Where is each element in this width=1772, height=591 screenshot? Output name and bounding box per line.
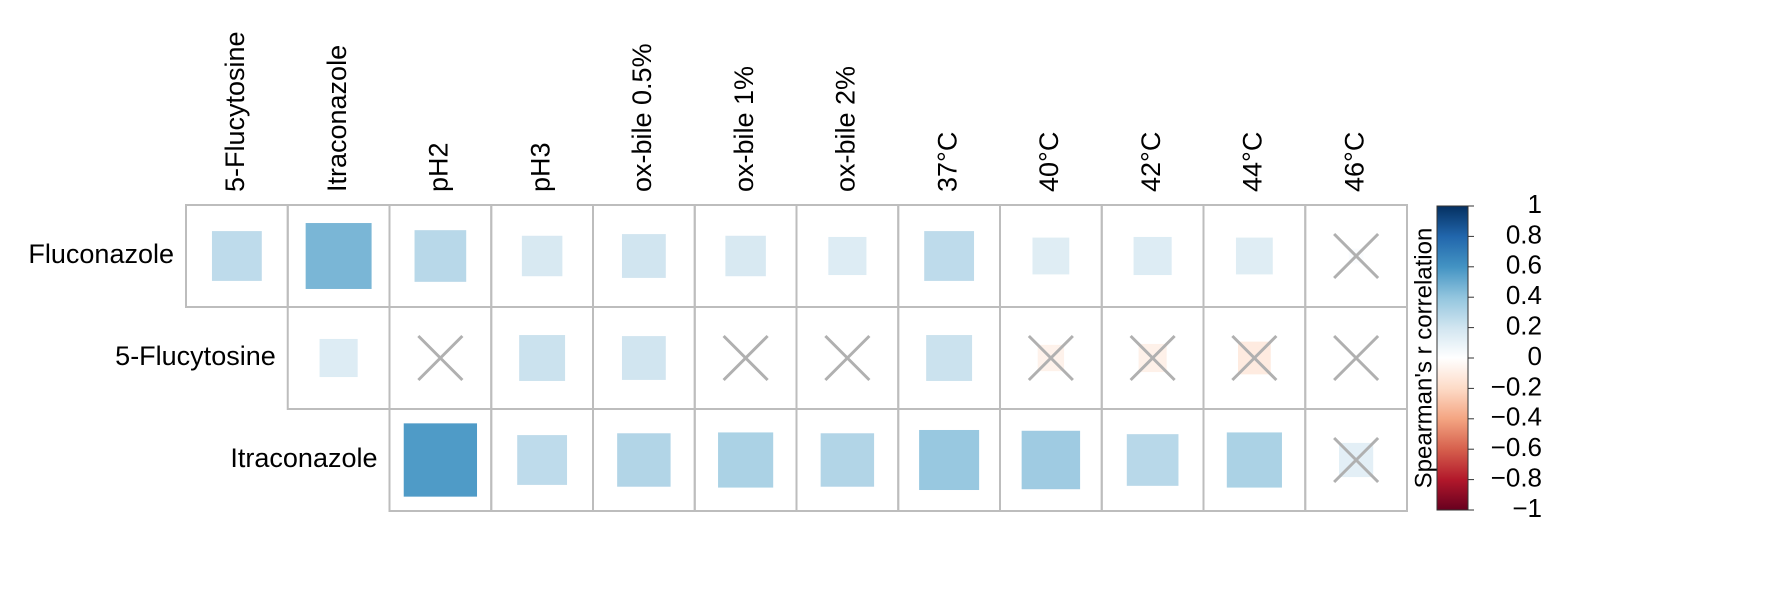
colorbar-tick-label: 0.4 (1506, 280, 1542, 310)
correlation-square (725, 235, 766, 277)
column-label: 44°C (1238, 132, 1268, 192)
insignificant-cross (1333, 436, 1380, 484)
insignificant-cross (1231, 334, 1278, 382)
row-label: 5-Flucytosine (115, 341, 276, 371)
correlation-square (521, 235, 563, 277)
row-label: Fluconazole (28, 239, 174, 269)
correlation-square (924, 231, 975, 281)
column-label: 37°C (932, 132, 962, 192)
column-label: 42°C (1136, 132, 1166, 192)
insignificant-cross (1333, 232, 1380, 280)
colorbar-tick-label: −1 (1512, 493, 1542, 523)
column-label: pH2 (424, 142, 454, 192)
correlation-square (319, 338, 358, 378)
colorbar-tick-label: −0.8 (1491, 462, 1542, 492)
correlation-square (621, 234, 666, 278)
correlation-square (919, 429, 980, 491)
insignificant-cross (1333, 334, 1380, 382)
column-label: 40°C (1034, 132, 1064, 192)
row-label: Itraconazole (230, 443, 377, 473)
correlation-square (305, 223, 372, 289)
cell-border (1304, 408, 1408, 512)
correlation-square (828, 236, 867, 276)
column-label: ox-bile 1% (729, 66, 759, 192)
correlation-square (211, 231, 262, 281)
correlation-square (1226, 432, 1282, 488)
correlation-square (926, 335, 973, 381)
correlation-square (1032, 237, 1070, 275)
correlation-square (1126, 434, 1179, 486)
column-label: 46°C (1339, 132, 1369, 192)
insignificant-cross (824, 334, 871, 382)
colorbar-title: Spearman's r correlation (1410, 228, 1437, 489)
column-label: ox-bile 0.5% (627, 43, 657, 192)
correlation-square (820, 433, 875, 487)
correlation-square (617, 433, 671, 487)
column-label: pH3 (525, 142, 555, 192)
colorbar-tick-label: 0.8 (1506, 219, 1542, 249)
colorbar-tick-label: 0 (1528, 341, 1542, 371)
column-label: 5-Flucytosine (220, 31, 250, 192)
insignificant-cross (417, 334, 464, 382)
column-label: ox-bile 2% (831, 66, 861, 192)
correlation-square (414, 230, 467, 282)
insignificant-cross (722, 334, 769, 382)
insignificant-cross (1129, 334, 1176, 382)
correlation-square (519, 335, 566, 381)
correlation-square (1235, 237, 1273, 275)
correlation-square (403, 423, 478, 497)
correlation-square (1021, 430, 1081, 490)
colorbar-tick-label: 0.6 (1506, 250, 1542, 280)
colorbar-tick-label: −0.4 (1491, 402, 1542, 432)
correlation-square (718, 432, 774, 488)
colorbar-tick-label: 1 (1528, 189, 1542, 219)
colorbar-tick-label: 0.2 (1506, 310, 1542, 340)
correlation-square (621, 336, 666, 380)
colorbar (1436, 205, 1469, 511)
colorbar-tick-label: −0.2 (1491, 371, 1542, 401)
column-label: Itraconazole (322, 45, 352, 192)
correlation-square (1133, 236, 1172, 276)
correlation-square (517, 435, 568, 485)
colorbar-tick-label: −0.6 (1491, 432, 1542, 462)
insignificant-cross (1027, 334, 1074, 382)
